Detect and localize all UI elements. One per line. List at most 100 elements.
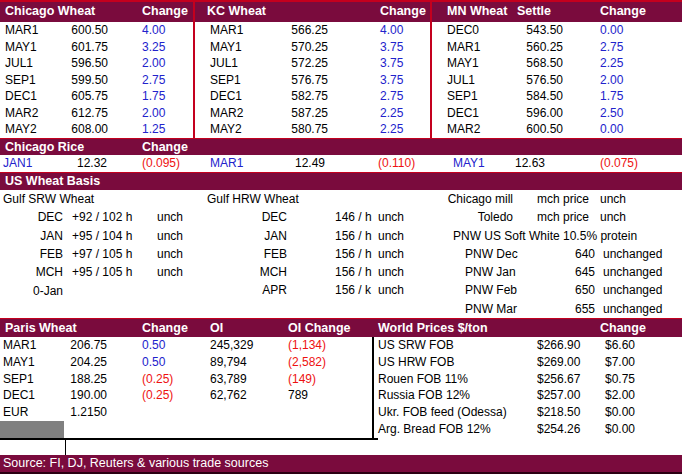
basis-status: unchanged [603,263,662,281]
settle-price: 576.50 [517,72,563,89]
basis-label: Toledo [420,208,513,226]
contract-month: DEC1 [447,105,479,122]
contract-month: MAY1 [5,39,37,56]
open-interest: 63,789 [210,371,247,388]
kc-wheat-title: KC Wheat [207,2,266,21]
rice-change-header: Change [142,139,188,155]
world-price-value: $266.90 [537,337,580,354]
price-change: 2.75 [380,88,403,105]
futures-row: MAY1 568.50 2.25 [430,55,682,72]
basis-label: JAN [240,227,287,245]
basis-status: unchanged [603,300,662,318]
basis-row: MCH +95 / 105 h unch [0,263,205,281]
contract-month: JUL1 [5,55,33,72]
rice-change: (0.095) [142,155,180,172]
mn-settle-header: Settle [517,2,551,21]
world-price-value: $256.67 [537,371,580,388]
basis-status: unch [378,245,404,263]
settle-price: 204.25 [61,354,107,371]
paris-world-header-bar: Paris Wheat Change OI OI Change World Pr… [0,318,682,337]
rice-price: 12.49 [279,155,325,172]
basis-label: DEC [18,208,63,226]
world-price-row: Russia FOB 12% $257.00 $2.00 [372,387,682,404]
mn-change-header: Change [600,2,646,21]
basis-value: 146 / h [335,208,372,226]
contract-month: MAR1 [210,22,243,39]
basis-label: PNW Dec [465,245,518,263]
gray-cell [0,421,64,438]
basis-status: unch [157,263,183,281]
paris-row: SEP1 188.25 (0.25) 63,789 (149) [0,371,372,388]
price-change: (0.25) [142,371,173,388]
basis-status: unch [378,208,404,226]
world-price-label: Arg. Bread FOB 12% [378,421,491,438]
world-price-change: $0.00 [605,404,635,421]
basis-row: Toledo mch price unch [420,208,682,226]
rice-title: Chicago Rice [5,139,84,155]
basis-row: FEB 156 / h unch [205,245,420,263]
domestic-pnw-panel: Chicago mill mch price unch Toledo mch p… [420,190,682,318]
contract-month: MAY1 [3,354,35,371]
futures-row: SEP1 576.75 3.75 [193,72,430,89]
price-change: 3.75 [380,39,403,56]
basis-label: APR [240,281,287,299]
contract-month: MAR2 [5,105,38,122]
basis-row: DEC 146 / h unch [205,208,420,226]
settle-price: 560.25 [517,39,563,56]
world-price-row: Arg. Bread FOB 12% $254.26 $0.00 [372,421,682,438]
basis-row: JAN 156 / h unch [205,227,420,245]
mn-wheat-title: MN Wheat [447,2,507,21]
settle-price: 608.00 [62,121,108,138]
basis-value: mch price [537,208,589,226]
basis-header-bar: US Wheat Basis [0,172,682,190]
basis-status: unchanged [603,281,662,299]
gulf-srw-rows: DEC +92 / 102 h unch JAN +95 / 104 h unc… [0,208,205,281]
basis-value: +97 / 105 h [72,245,132,263]
rice-change: (0.110) [378,155,415,172]
basis-row: DEC +92 / 102 h unch [0,208,205,226]
basis-subtitle-row: Gulf SRW Wheat [0,190,205,208]
basis-row: PNW Feb 650 unchanged [420,281,682,299]
contract-month: DEC1 [5,88,37,105]
price-change: 1.75 [142,88,165,105]
futures-row: MAY2 608.00 1.25 [0,121,193,138]
world-price-label: Ukr. FOB feed (Odessa) [378,404,507,421]
footer-bar: Source: FI, DJ, Reuters & various trade … [0,455,682,474]
basis-label: MCH [240,263,287,281]
basis-row: PNW Jan 645 unchanged [420,263,682,281]
basis-title: US Wheat Basis [5,173,100,190]
contract-month: MAY1 [447,55,479,72]
basis-label: PNW Mar [465,300,517,318]
basis-row: JAN +95 / 104 h unch [0,227,205,245]
world-prices-rows: US SRW FOB $266.90 $6.60 US HRW FOB $269… [372,337,682,438]
contract-month: DEC1 [210,88,242,105]
basis-row: Chicago mill mch price unch [420,190,682,208]
price-change: 2.75 [600,39,623,56]
basis-label: Chicago mill [420,190,513,208]
price-change: 1.25 [142,121,165,138]
settle-price: 543.50 [517,22,563,39]
settle-price: 601.75 [62,39,108,56]
price-change: 3.75 [380,72,403,89]
gulf-hrw-rows: DEC 146 / h unch JAN 156 / h unch FEB 15… [205,208,420,299]
basis-row: PNW Dec 640 unchanged [420,245,682,263]
world-price-label: Russia FOB 12% [378,387,470,404]
futures-row: MAY2 580.75 2.25 [193,121,430,138]
settle-price: 580.75 [282,121,328,138]
basis-status: unch [378,263,404,281]
settle-price: 582.75 [282,88,328,105]
price-change: 2.25 [380,105,403,122]
price-change: 2.25 [380,121,403,138]
chicago-wheat-panel: MAR1 600.50 4.00 MAY1 601.75 3.25 JUL1 5… [0,22,193,138]
contract-month: MAR1 [5,22,38,39]
contract-month: MAR2 [447,121,480,138]
contract-month: MAY2 [5,121,37,138]
contract-month: MAY2 [210,121,242,138]
futures-row: DEC1 582.75 2.75 [193,88,430,105]
settle-price: 566.25 [282,22,328,39]
settle-price: 188.25 [61,371,107,388]
world-price-change: $0.75 [605,371,635,388]
open-interest: 89,794 [210,354,247,371]
world-price-change: $6.60 [605,337,635,354]
rice-price: 12.63 [499,155,545,172]
